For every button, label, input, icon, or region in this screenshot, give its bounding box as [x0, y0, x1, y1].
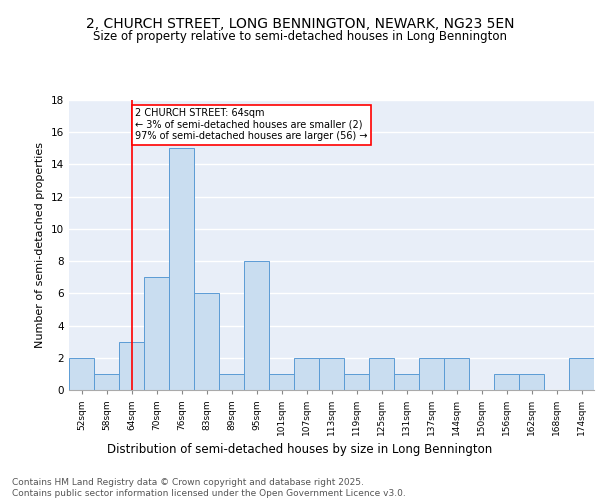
Bar	[419, 358, 444, 390]
Text: 2, CHURCH STREET, LONG BENNINGTON, NEWARK, NG23 5EN: 2, CHURCH STREET, LONG BENNINGTON, NEWAR…	[86, 18, 514, 32]
Bar	[319, 358, 344, 390]
Bar	[269, 374, 294, 390]
Bar	[94, 374, 119, 390]
Bar	[194, 294, 219, 390]
Bar	[344, 374, 369, 390]
Bar	[244, 261, 269, 390]
Bar	[569, 358, 594, 390]
Bar	[444, 358, 469, 390]
Bar	[119, 342, 144, 390]
Text: Size of property relative to semi-detached houses in Long Bennington: Size of property relative to semi-detach…	[93, 30, 507, 43]
Bar	[169, 148, 194, 390]
Bar	[69, 358, 94, 390]
Bar	[369, 358, 394, 390]
Text: 2 CHURCH STREET: 64sqm
← 3% of semi-detached houses are smaller (2)
97% of semi-: 2 CHURCH STREET: 64sqm ← 3% of semi-deta…	[135, 108, 368, 142]
Bar	[394, 374, 419, 390]
Bar	[219, 374, 244, 390]
Text: Distribution of semi-detached houses by size in Long Bennington: Distribution of semi-detached houses by …	[107, 442, 493, 456]
Bar	[144, 277, 169, 390]
Bar	[294, 358, 319, 390]
Bar	[494, 374, 519, 390]
Text: Contains HM Land Registry data © Crown copyright and database right 2025.
Contai: Contains HM Land Registry data © Crown c…	[12, 478, 406, 498]
Bar	[519, 374, 544, 390]
Y-axis label: Number of semi-detached properties: Number of semi-detached properties	[35, 142, 46, 348]
